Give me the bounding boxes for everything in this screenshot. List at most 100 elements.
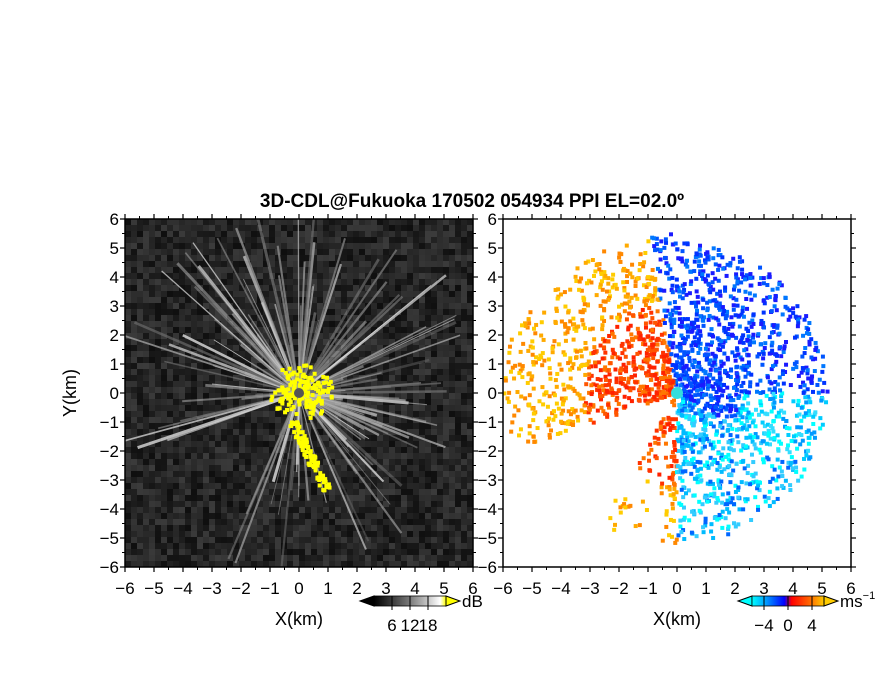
velocity-cell <box>584 382 589 387</box>
intensity-cell <box>371 291 377 297</box>
intensity-cell <box>413 231 419 237</box>
velocity-cell <box>629 399 634 404</box>
velocity-cell <box>647 305 652 310</box>
velocity-cell <box>687 355 692 360</box>
intensity-cell <box>125 261 131 267</box>
intensity-cell <box>323 429 329 435</box>
intensity-cell <box>269 231 275 237</box>
intensity-cell <box>365 387 371 393</box>
intensity-cell <box>407 273 413 279</box>
intensity-cell <box>287 285 293 291</box>
intensity-cell <box>221 501 227 507</box>
intensity-cell <box>269 315 275 321</box>
intensity-cell <box>467 417 473 423</box>
intensity-cell <box>197 255 203 261</box>
intensity-cell <box>257 435 263 441</box>
intensity-cell <box>275 501 281 507</box>
intensity-cell <box>305 465 311 471</box>
intensity-cell <box>413 279 419 285</box>
intensity-cell <box>395 543 401 549</box>
intensity-cell <box>371 381 377 387</box>
intensity-cell <box>179 291 185 297</box>
intensity-cell <box>173 303 179 309</box>
intensity-cell <box>455 315 461 321</box>
intensity-cell <box>395 483 401 489</box>
intensity-cell <box>395 267 401 273</box>
intensity-cell <box>359 543 365 549</box>
intensity-cell <box>383 483 389 489</box>
intensity-cell <box>203 537 209 543</box>
intensity-cell <box>305 501 311 507</box>
intensity-cell <box>419 273 425 279</box>
velocity-cell <box>546 423 551 428</box>
intensity-cell <box>221 309 227 315</box>
intensity-cell <box>335 249 341 255</box>
intensity-cell <box>377 417 383 423</box>
intensity-cell <box>143 513 149 519</box>
velocity-cell <box>700 446 705 451</box>
intensity-cell <box>191 417 197 423</box>
high-intensity-cell <box>302 452 307 457</box>
intensity-cell <box>425 303 431 309</box>
velocity-cell <box>704 392 709 397</box>
intensity-cell <box>191 237 197 243</box>
intensity-cell <box>329 477 335 483</box>
intensity-cell <box>461 537 467 543</box>
intensity-cell <box>203 315 209 321</box>
intensity-cell <box>143 285 149 291</box>
intensity-cell <box>179 267 185 273</box>
intensity-cell <box>341 525 347 531</box>
intensity-cell <box>185 393 191 399</box>
intensity-cell <box>137 537 143 543</box>
intensity-cell <box>467 357 473 363</box>
intensity-cell <box>185 357 191 363</box>
intensity-cell <box>347 321 353 327</box>
intensity-cell <box>443 453 449 459</box>
intensity-cell <box>263 273 269 279</box>
intensity-cell <box>149 369 155 375</box>
velocity-cell <box>802 467 807 472</box>
intensity-cell <box>209 423 215 429</box>
intensity-cell <box>173 537 179 543</box>
intensity-cell <box>317 453 323 459</box>
velocity-cell <box>727 464 732 469</box>
intensity-cell <box>209 561 215 567</box>
velocity-cell <box>701 440 706 445</box>
intensity-cell <box>317 417 323 423</box>
intensity-cell <box>149 447 155 453</box>
intensity-cell <box>209 393 215 399</box>
intensity-cell <box>293 273 299 279</box>
intensity-cell <box>389 507 395 513</box>
intensity-cell <box>215 381 221 387</box>
intensity-cell <box>155 243 161 249</box>
intensity-cell <box>131 297 137 303</box>
intensity-cell <box>203 363 209 369</box>
velocity-cell <box>667 276 672 281</box>
intensity-cell <box>365 363 371 369</box>
intensity-cell <box>131 393 137 399</box>
intensity-cell <box>257 411 263 417</box>
intensity-cell <box>299 231 305 237</box>
intensity-cell <box>323 231 329 237</box>
velocity-cell <box>795 446 800 451</box>
intensity-cell <box>323 471 329 477</box>
intensity-cell <box>347 555 353 561</box>
intensity-cell <box>449 459 455 465</box>
intensity-cell <box>335 291 341 297</box>
velocity-cell <box>779 469 784 474</box>
intensity-cell <box>443 411 449 417</box>
intensity-cell <box>341 489 347 495</box>
intensity-cell <box>203 561 209 567</box>
intensity-cell <box>191 513 197 519</box>
velocity-cell <box>701 427 706 432</box>
intensity-cell <box>227 507 233 513</box>
intensity-cell <box>389 237 395 243</box>
intensity-cell <box>329 495 335 501</box>
intensity-cell <box>395 489 401 495</box>
intensity-beam <box>297 258 380 394</box>
intensity-cell <box>389 387 395 393</box>
intensity-cell <box>293 267 299 273</box>
velocity-cell <box>775 486 780 491</box>
intensity-cell <box>329 531 335 537</box>
intensity-cell <box>245 333 251 339</box>
